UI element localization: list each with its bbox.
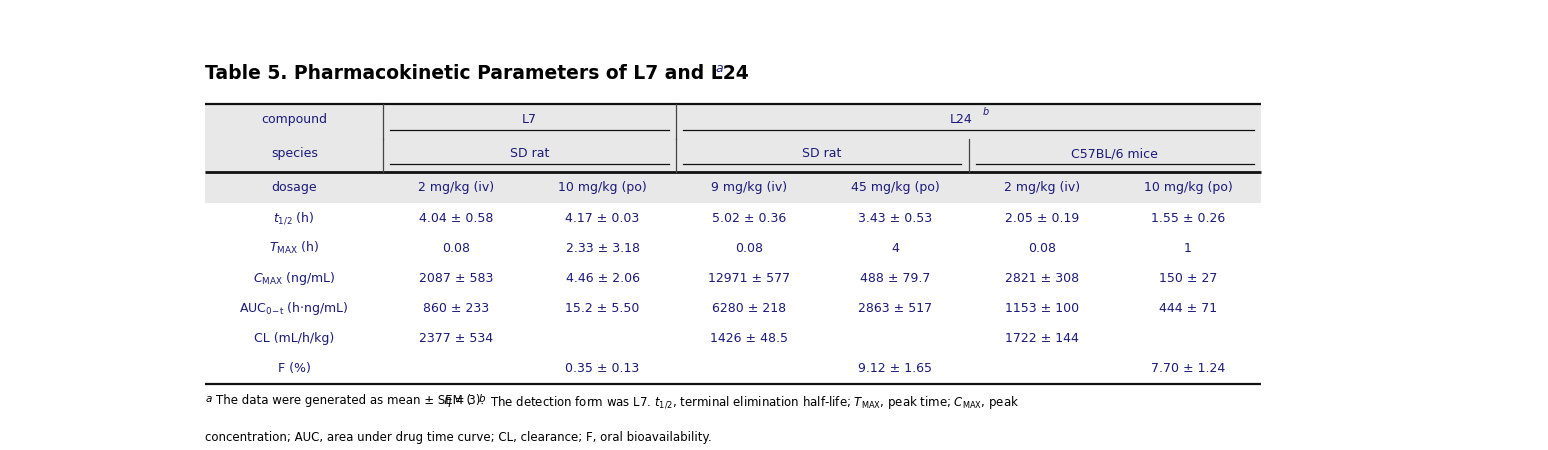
Text: 1722 ± 144: 1722 ± 144 bbox=[1005, 332, 1079, 345]
Text: 2 mg/kg (iv): 2 mg/kg (iv) bbox=[1003, 181, 1081, 194]
Text: 9.12 ± 1.65: 9.12 ± 1.65 bbox=[858, 362, 932, 375]
Text: 12971 ± 577: 12971 ± 577 bbox=[707, 272, 789, 285]
Text: compound: compound bbox=[262, 113, 327, 126]
Text: SD rat: SD rat bbox=[509, 147, 550, 160]
Text: 1426 ± 48.5: 1426 ± 48.5 bbox=[711, 332, 788, 345]
Text: 444 ± 71: 444 ± 71 bbox=[1159, 302, 1217, 315]
Text: 5.02 ± 0.36: 5.02 ± 0.36 bbox=[712, 212, 786, 225]
Text: 15.2 ± 5.50: 15.2 ± 5.50 bbox=[565, 302, 639, 315]
FancyBboxPatch shape bbox=[206, 104, 1262, 172]
Text: species: species bbox=[271, 147, 317, 160]
Text: 9 mg/kg (iv): 9 mg/kg (iv) bbox=[711, 181, 786, 194]
Text: 860 ± 233: 860 ± 233 bbox=[423, 302, 489, 315]
Text: dosage: dosage bbox=[271, 181, 317, 194]
Text: 45 mg/kg (po): 45 mg/kg (po) bbox=[851, 181, 940, 194]
Text: $\it{T}_{\rm MAX}$ (h): $\it{T}_{\rm MAX}$ (h) bbox=[269, 240, 319, 256]
FancyBboxPatch shape bbox=[206, 203, 1262, 384]
Text: η: η bbox=[443, 394, 450, 407]
Text: 0.08: 0.08 bbox=[443, 242, 471, 255]
Text: CL (mL/h/kg): CL (mL/h/kg) bbox=[254, 332, 334, 345]
Text: 0.35 ± 0.13: 0.35 ± 0.13 bbox=[565, 362, 639, 375]
Text: 2377 ± 534: 2377 ± 534 bbox=[420, 332, 494, 345]
Text: Table 5. Pharmacokinetic Parameters of L7 and L24: Table 5. Pharmacokinetic Parameters of L… bbox=[206, 64, 749, 83]
Text: 2.33 ± 3.18: 2.33 ± 3.18 bbox=[565, 242, 639, 255]
Text: SD rat: SD rat bbox=[802, 147, 842, 160]
Text: 0.08: 0.08 bbox=[1028, 242, 1056, 255]
Text: 150 ± 27: 150 ± 27 bbox=[1159, 272, 1217, 285]
Text: a: a bbox=[206, 394, 212, 404]
Text: 0.08: 0.08 bbox=[735, 242, 763, 255]
Text: a: a bbox=[715, 62, 723, 75]
Text: 6280 ± 218: 6280 ± 218 bbox=[712, 302, 786, 315]
Text: 2.05 ± 0.19: 2.05 ± 0.19 bbox=[1005, 212, 1079, 225]
Text: 2 mg/kg (iv): 2 mg/kg (iv) bbox=[418, 181, 494, 194]
Text: 4.46 ± 2.06: 4.46 ± 2.06 bbox=[565, 272, 639, 285]
Text: 4.04 ± 0.58: 4.04 ± 0.58 bbox=[420, 212, 494, 225]
Text: L24: L24 bbox=[950, 113, 972, 126]
FancyBboxPatch shape bbox=[206, 172, 1262, 203]
Text: 4.17 ± 0.03: 4.17 ± 0.03 bbox=[565, 212, 639, 225]
Text: concentration; AUC, area under drug time curve; CL, clearance; F, oral bioavaila: concentration; AUC, area under drug time… bbox=[206, 431, 712, 444]
Text: b: b bbox=[983, 107, 989, 117]
Text: 10 mg/kg (po): 10 mg/kg (po) bbox=[559, 181, 647, 194]
Text: 2863 ± 517: 2863 ± 517 bbox=[858, 302, 932, 315]
Text: 4: 4 bbox=[892, 242, 899, 255]
Text: 2087 ± 583: 2087 ± 583 bbox=[420, 272, 494, 285]
Text: 488 ± 79.7: 488 ± 79.7 bbox=[861, 272, 930, 285]
Text: = 3).: = 3). bbox=[452, 394, 488, 407]
Text: $\it{t}_{1/2}$ (h): $\it{t}_{1/2}$ (h) bbox=[274, 210, 316, 226]
Text: F (%): F (%) bbox=[277, 362, 311, 375]
Text: b: b bbox=[478, 394, 486, 404]
Text: 1.55 ± 0.26: 1.55 ± 0.26 bbox=[1150, 212, 1224, 225]
Text: $\rm AUC_{0\!-\!t}$ (h$\cdot$ng/mL): $\rm AUC_{0\!-\!t}$ (h$\cdot$ng/mL) bbox=[240, 300, 348, 317]
Text: C57BL/6 mice: C57BL/6 mice bbox=[1071, 147, 1158, 160]
Text: 2821 ± 308: 2821 ± 308 bbox=[1005, 272, 1079, 285]
Text: 7.70 ± 1.24: 7.70 ± 1.24 bbox=[1150, 362, 1224, 375]
Text: 10 mg/kg (po): 10 mg/kg (po) bbox=[1144, 181, 1232, 194]
Text: L7: L7 bbox=[522, 113, 537, 126]
Text: 1: 1 bbox=[1184, 242, 1192, 255]
Text: 3.43 ± 0.53: 3.43 ± 0.53 bbox=[858, 212, 932, 225]
Text: 1153 ± 100: 1153 ± 100 bbox=[1005, 302, 1079, 315]
Text: The data were generated as mean ± SEM (: The data were generated as mean ± SEM ( bbox=[217, 394, 472, 407]
Text: $\it{C}_{\rm MAX}$ (ng/mL): $\it{C}_{\rm MAX}$ (ng/mL) bbox=[252, 270, 336, 287]
Text: The detection form was L7. $\it{t}_{1/2}$, terminal elimination half-life; $\it{: The detection form was L7. $\it{t}_{1/2}… bbox=[489, 394, 1019, 411]
